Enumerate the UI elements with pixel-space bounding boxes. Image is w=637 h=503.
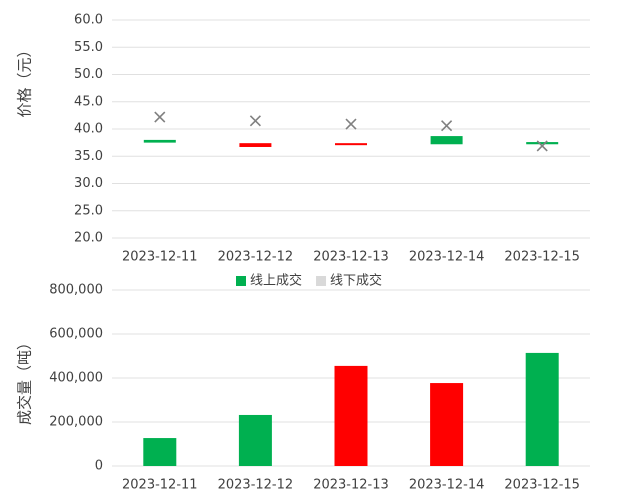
y-tick-label: 60.0 <box>74 13 103 28</box>
bar <box>334 365 368 466</box>
y-tick-label: 400,000 <box>49 371 103 386</box>
legend-swatch <box>316 276 327 286</box>
y-tick-label: 25.0 <box>74 203 103 218</box>
offline-marker <box>536 140 548 152</box>
x-tick-label: 2023-12-14 <box>409 478 485 493</box>
marker-stroke <box>441 120 453 132</box>
marker-stroke <box>345 118 357 130</box>
y-tick-label: 45.0 <box>74 94 103 109</box>
candle <box>239 143 272 147</box>
candle <box>430 136 463 145</box>
x-tick-label: 2023-12-13 <box>313 478 389 493</box>
offline-marker <box>249 115 261 127</box>
x-tick-label: 2023-12-11 <box>122 250 198 265</box>
y-tick-label: 0 <box>95 459 103 474</box>
x-tick-label: 2023-12-15 <box>504 250 580 265</box>
bar <box>143 438 177 466</box>
y-tick-label: 35.0 <box>74 149 103 164</box>
offline-marker <box>441 120 453 132</box>
marker-stroke <box>154 111 166 123</box>
y-axis-title: 价格（元） <box>16 42 34 117</box>
bar <box>430 383 464 466</box>
x-tick-label: 2023-12-11 <box>122 478 198 493</box>
y-tick-label: 200,000 <box>49 415 103 430</box>
y-tick-label: 55.0 <box>74 40 103 55</box>
y-axis-title: 成交量（吨） <box>16 335 34 425</box>
x-tick-label: 2023-12-14 <box>409 250 485 265</box>
candle <box>143 139 176 143</box>
candle <box>335 143 367 146</box>
offline-marker <box>345 118 357 130</box>
legend-label: 线上成交 <box>250 273 302 289</box>
marker-stroke <box>249 115 261 127</box>
offline-marker <box>154 111 166 123</box>
legend-swatch <box>236 276 246 286</box>
x-tick-label: 2023-12-15 <box>504 478 580 493</box>
y-tick-label: 20.0 <box>74 231 103 246</box>
candle <box>526 142 559 145</box>
bar <box>238 414 272 466</box>
x-tick-label: 2023-12-13 <box>313 250 389 265</box>
y-tick-label: 30.0 <box>74 176 103 191</box>
y-tick-label: 40.0 <box>74 122 103 137</box>
x-tick-label: 2023-12-12 <box>218 250 294 265</box>
y-tick-label: 800,000 <box>49 283 103 298</box>
bar <box>525 352 559 466</box>
x-tick-label: 2023-12-12 <box>218 478 294 493</box>
y-tick-label: 600,000 <box>49 327 103 342</box>
y-tick-label: 50.0 <box>74 67 103 82</box>
legend-label: 线下成交 <box>330 273 382 289</box>
marker-stroke <box>536 140 548 152</box>
